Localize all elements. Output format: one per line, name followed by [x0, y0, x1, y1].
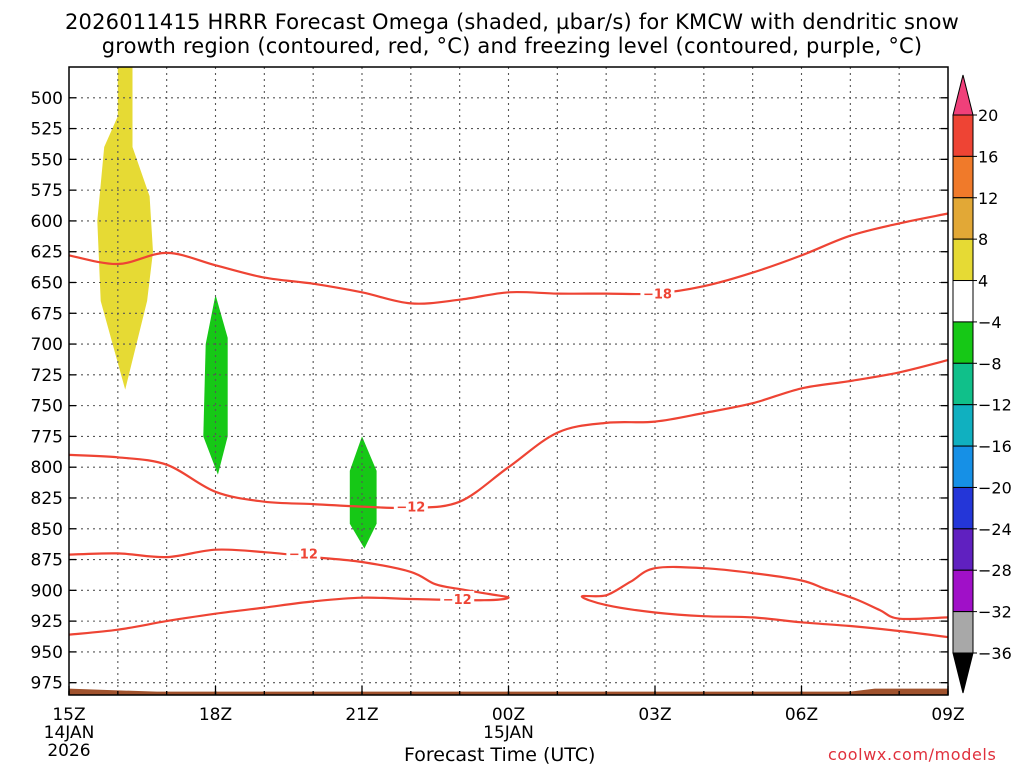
contour-line: [580, 565, 949, 639]
colorbar-segment: [952, 611, 974, 654]
y-tick-label: 725: [31, 366, 63, 386]
colorbar-tick-label: 20: [978, 106, 998, 125]
colorbar-tick-label: −32: [978, 603, 1012, 622]
y-tick-label: 950: [31, 643, 63, 663]
x-tick-label: 00Z: [492, 705, 525, 725]
colorbar-tick-label: −36: [978, 644, 1012, 663]
y-axis: 500 525 550 575 600 625 650 675 700 725 750 775 800 8…: [31, 89, 948, 694]
colorbar-tick-label: −16: [978, 437, 1012, 456]
x-tick-sublabel: 14JAN: [44, 723, 95, 743]
y-tick-label: 900: [31, 581, 63, 601]
colorbar-tick-label: −20: [978, 478, 1012, 497]
colorbar-tick-label: −28: [978, 561, 1012, 580]
colorbar-bottom-triangle: [952, 652, 974, 694]
colorbar-tick-label: −24: [978, 520, 1012, 539]
colorbar-tick-label: −8: [978, 354, 1002, 373]
colorbar-segment: [952, 155, 974, 199]
y-tick-label: 825: [31, 489, 63, 509]
x-tick-label: 06Z: [785, 705, 818, 725]
omega-region: [97, 67, 153, 390]
colorbar-tick-label: 8: [978, 230, 988, 249]
contour-label-bg: [440, 590, 475, 606]
contour-label: −18: [643, 288, 672, 303]
omega-region: [203, 294, 228, 475]
colorbar-segment: [952, 445, 974, 488]
colorbar-segment: [952, 362, 974, 406]
colorbar-segment: [952, 197, 974, 240]
y-tick-label: 925: [31, 612, 63, 632]
chart-title-line-1: 2026011415 HRRR Forecast Omega (shaded, …: [64, 10, 960, 34]
y-tick-label: 800: [31, 458, 63, 478]
x-tick-label: 09Z: [931, 705, 964, 725]
contour-label: −12: [396, 501, 425, 516]
colorbar: 20 16 12 8 4 −4 −8 −12 −16 −20 −24 −28 −32 −36: [952, 74, 1012, 694]
x-axis-label: Forecast Time (UTC): [404, 744, 596, 766]
y-tick-label: 700: [31, 335, 63, 355]
colorbar-segment: [952, 569, 974, 613]
colorbar-segment: [952, 404, 974, 447]
x-tick-label: 21Z: [345, 705, 378, 725]
y-tick-label: 500: [31, 89, 63, 109]
x-tick-label: 18Z: [199, 705, 232, 725]
colorbar-segment: [952, 321, 974, 364]
colorbar-segment: [952, 486, 974, 530]
colorbar-tick-label: 4: [978, 272, 988, 291]
chart-title-line-2: growth region (contoured, red, °C) and f…: [101, 34, 923, 58]
colorbar-segment: [952, 238, 974, 282]
colorbar-segment: [952, 280, 974, 323]
y-tick-label: 575: [31, 181, 63, 201]
colorbar-tick-label: −12: [978, 396, 1012, 415]
colorbar-tick-label: 16: [978, 147, 998, 166]
y-tick-label: 775: [31, 427, 63, 447]
colorbar-tick-label: −4: [978, 313, 1002, 332]
contour-label-bg: [393, 498, 428, 514]
colorbar-segment: [952, 528, 974, 571]
y-tick-label: 975: [31, 674, 63, 694]
colorbar-tick-label: 12: [978, 189, 998, 208]
y-tick-label: 625: [31, 243, 63, 263]
y-tick-label: 675: [31, 304, 63, 324]
y-tick-label: 750: [31, 397, 63, 417]
contour-line: [68, 359, 949, 510]
contour-label-bg: [286, 545, 321, 561]
site-credit-link[interactable]: coolwx.com/models: [828, 745, 997, 764]
y-tick-label: 650: [31, 273, 63, 293]
grid: [69, 67, 948, 695]
colorbar-top-triangle: [952, 74, 974, 116]
contour-line: [68, 212, 949, 305]
colorbar-segment: [952, 114, 974, 157]
x-tick-label: 15Z: [52, 705, 85, 725]
contour-label: −12: [443, 593, 472, 608]
y-tick-label: 850: [31, 520, 63, 540]
y-tick-label: 600: [31, 212, 63, 232]
y-tick-label: 550: [31, 150, 63, 170]
x-tick-sublabel: 2026: [47, 741, 90, 761]
omega-shading: [97, 67, 377, 549]
contour-line: [68, 548, 510, 636]
y-tick-label: 525: [31, 120, 63, 140]
contour-label: −12: [289, 547, 318, 562]
omega-region: [349, 436, 377, 549]
x-tick-sublabel: 15JAN: [483, 723, 534, 743]
x-tick-label: 03Z: [638, 705, 671, 725]
contour-label-bg: [640, 285, 675, 301]
y-tick-label: 875: [31, 551, 63, 571]
temperature-contours: −18 −12 −12 −12: [68, 212, 949, 639]
